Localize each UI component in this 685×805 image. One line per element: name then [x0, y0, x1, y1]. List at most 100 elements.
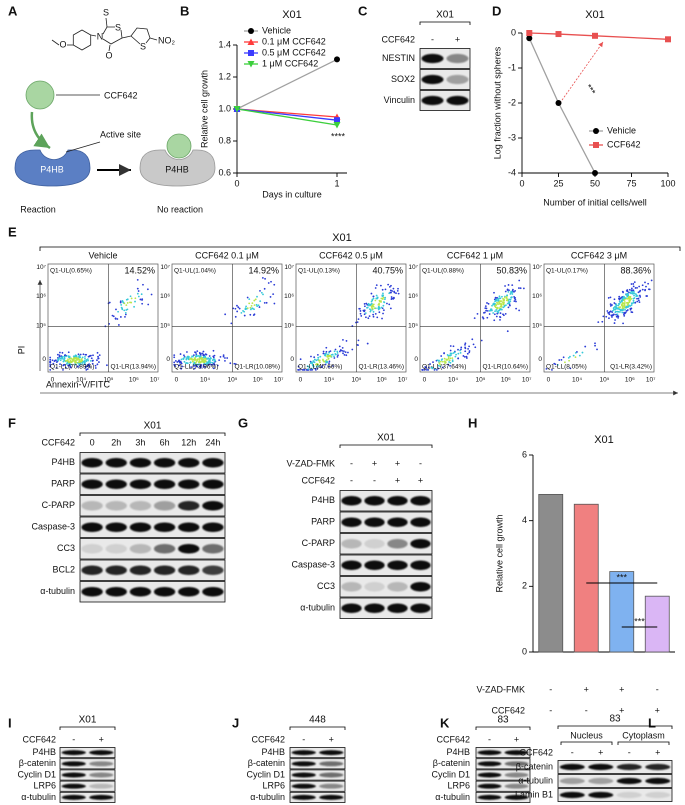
blot-row-label: P4HB	[311, 495, 335, 505]
treatment-label: V-ZAD-FMK	[287, 458, 336, 468]
header-bracket	[419, 21, 471, 25]
event-dot	[67, 364, 70, 367]
event-dot	[503, 296, 506, 299]
x-tick-label: 25	[553, 178, 563, 188]
band	[477, 761, 502, 767]
event-dot	[334, 348, 337, 351]
event-dot	[437, 367, 440, 370]
event-dot	[439, 365, 442, 368]
event-dot	[86, 368, 89, 371]
treatment-mark: -	[373, 475, 376, 485]
event-dot	[594, 344, 596, 347]
event-dot	[180, 358, 183, 361]
header-bracket	[339, 444, 433, 448]
bond	[102, 29, 123, 45]
event-dot	[234, 363, 237, 365]
event-dot	[248, 298, 251, 301]
band	[319, 761, 344, 767]
group-label: Nucleus	[570, 730, 603, 740]
treatment-mark: -	[628, 747, 631, 757]
event-dot	[84, 357, 86, 360]
event-dot	[502, 313, 504, 316]
band	[202, 458, 224, 468]
event-dot	[513, 300, 516, 303]
event-dot	[380, 306, 383, 309]
event-dot	[506, 294, 508, 297]
chart-title: X01	[585, 9, 605, 21]
band	[477, 772, 502, 778]
event-dot	[104, 325, 107, 328]
event-dot	[316, 354, 319, 356]
event-dot	[425, 368, 428, 371]
band	[61, 794, 86, 800]
event-dot	[545, 367, 548, 370]
bar	[538, 493, 564, 653]
event-dot	[448, 361, 450, 363]
blot-row-label: P4HB	[261, 747, 285, 757]
event-dot	[78, 356, 81, 359]
group-label: Cytoplasm	[622, 730, 665, 740]
band	[202, 587, 224, 597]
event-dot	[233, 362, 236, 365]
event-dot	[81, 363, 84, 365]
y-tick-label: 0.6	[218, 167, 231, 177]
event-dot	[234, 315, 237, 318]
event-dot	[120, 304, 123, 306]
treatment-mark: +	[329, 734, 334, 744]
y-axis-label: Relative cell growth	[199, 70, 209, 148]
event-dot	[495, 299, 498, 302]
band	[153, 565, 176, 575]
blot-strip	[557, 774, 673, 788]
band	[129, 479, 152, 489]
event-dot	[623, 314, 626, 317]
event-dot	[578, 354, 581, 357]
event-dot	[482, 317, 485, 320]
event-dot	[380, 297, 383, 300]
legend-marker	[248, 50, 254, 56]
band	[504, 761, 529, 767]
event-dot	[363, 303, 366, 305]
compound-circle	[25, 80, 55, 110]
y-tick-label: 1.2	[218, 71, 231, 81]
event-dot	[608, 313, 611, 316]
blot-row-label: LRP6	[447, 781, 470, 791]
event-dot	[65, 366, 67, 369]
band	[341, 603, 362, 613]
event-dot	[462, 355, 465, 357]
event-dot	[508, 301, 511, 304]
event-dot	[560, 358, 563, 361]
blot-row-label: Cyclin D1	[17, 769, 56, 779]
event-dot	[623, 301, 626, 303]
x-tick-label: 1	[334, 178, 339, 188]
quadrant-label: Q1-UL(1.04%)	[174, 268, 216, 275]
event-dot	[146, 288, 149, 291]
event-dot	[91, 360, 94, 362]
band	[504, 794, 529, 800]
event-dot	[342, 338, 344, 341]
event-dot	[629, 305, 632, 307]
event-dot	[303, 368, 305, 371]
flow-x-tick: 10⁵	[104, 377, 114, 384]
event-dot	[199, 354, 202, 356]
event-dot	[376, 316, 379, 319]
event-dot	[229, 362, 232, 365]
event-dot	[449, 349, 452, 352]
event-dot	[85, 368, 88, 371]
panel-label: L	[648, 715, 656, 730]
event-dot	[57, 358, 60, 361]
event-dot	[390, 296, 393, 298]
event-dot	[631, 290, 633, 293]
event-dot	[569, 367, 572, 370]
event-dot	[617, 304, 620, 307]
condition-mark: -	[549, 684, 552, 694]
band	[341, 560, 362, 570]
bound-compound	[166, 133, 192, 159]
event-dot	[372, 315, 375, 318]
y-tick-label: -2	[508, 97, 516, 107]
flow-y-tick: 10⁵	[36, 322, 46, 329]
blot-strip	[79, 495, 226, 517]
event-dot	[448, 359, 451, 362]
quadrant-label: Q1-LL(8.05%)	[546, 364, 587, 371]
band	[81, 501, 103, 511]
event-dot	[632, 297, 635, 300]
